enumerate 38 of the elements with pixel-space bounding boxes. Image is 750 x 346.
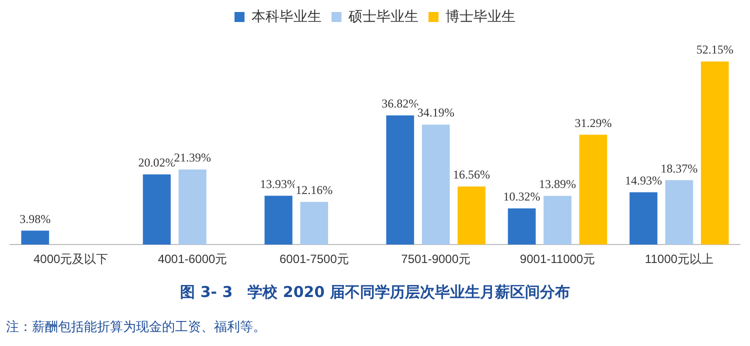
x-tick-label: 6001-7500元 bbox=[279, 252, 349, 266]
bar bbox=[665, 180, 694, 245]
data-label: 36.82% bbox=[382, 96, 419, 111]
x-tick-label: 4001-6000元 bbox=[158, 252, 228, 266]
bar bbox=[142, 174, 171, 245]
text: 图 3- 3 学校 2020 届不同学历层次毕业生月薪区间分布 bbox=[179, 283, 571, 302]
data-label: 52.15% bbox=[696, 42, 734, 57]
x-tick-label: 7501-9000元 bbox=[401, 252, 471, 266]
bar bbox=[21, 230, 50, 245]
legend-label: 硕士毕业生 bbox=[348, 8, 418, 24]
data-label: 3.98% bbox=[20, 212, 51, 226]
x-tick-label: 9001-11000元 bbox=[520, 252, 596, 266]
text: 注：薪酬包括能折算为现金的工资、福利等。 bbox=[6, 319, 266, 336]
data-label: 34.19% bbox=[417, 106, 454, 120]
bar bbox=[386, 115, 414, 245]
data-label: 13.89% bbox=[539, 177, 576, 191]
bar bbox=[579, 134, 608, 245]
data-label: 16.56% bbox=[453, 168, 490, 182]
data-label: 20.02% bbox=[138, 155, 176, 170]
data-label: 18.37% bbox=[660, 161, 698, 176]
data-label: 12.16% bbox=[296, 183, 333, 198]
bar bbox=[700, 62, 729, 245]
data-label: 10.32% bbox=[503, 190, 540, 204]
bar bbox=[178, 170, 206, 245]
x-tick-label: 11000元以上 bbox=[644, 252, 714, 266]
legend-label: 本科毕业生 bbox=[252, 8, 322, 24]
data-label: 31.29% bbox=[574, 116, 612, 130]
bar bbox=[300, 202, 328, 245]
x-tick-label: 4000元及以下 bbox=[33, 252, 108, 266]
bar bbox=[458, 186, 486, 245]
bar bbox=[508, 208, 536, 245]
bar bbox=[264, 196, 292, 245]
bar bbox=[544, 196, 572, 245]
data-label: 14.93% bbox=[624, 173, 662, 188]
data-label: 21.39% bbox=[174, 150, 211, 165]
bar bbox=[422, 124, 450, 245]
bar bbox=[630, 192, 658, 245]
legend-label: 博士毕业生 bbox=[446, 8, 516, 24]
